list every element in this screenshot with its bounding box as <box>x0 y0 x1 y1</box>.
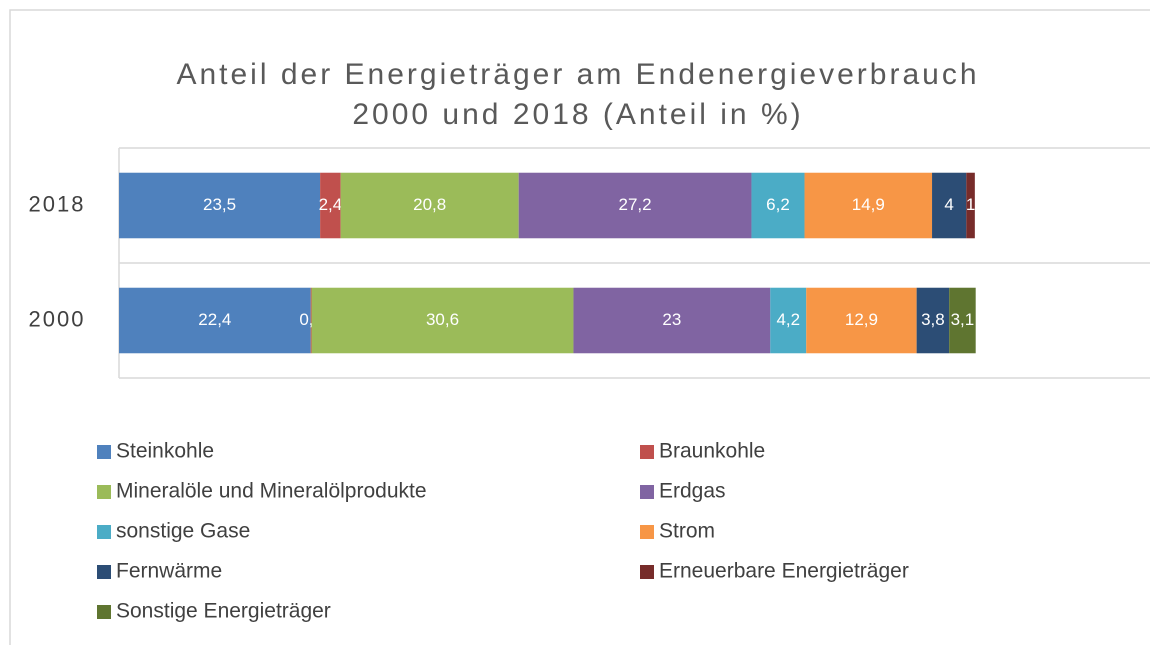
data-label: 1 <box>966 195 975 214</box>
bar-segment <box>573 287 771 354</box>
data-label: 22,4 <box>198 310 231 329</box>
data-label: 20,8 <box>413 195 446 214</box>
bar-segment <box>949 287 976 354</box>
legend-label: Erdgas <box>659 480 726 503</box>
data-label: 6,2 <box>766 195 790 214</box>
legend-swatch <box>97 525 111 539</box>
bar-segment <box>770 287 807 354</box>
legend-swatch <box>640 445 654 459</box>
legend-label: sonstige Gase <box>116 520 250 543</box>
data-label: 30,6 <box>426 310 459 329</box>
y-tick-label: 2000 <box>29 306 86 331</box>
bar-segment <box>119 172 321 239</box>
data-label: 2,4 <box>319 195 343 214</box>
data-label: 12,9 <box>845 310 878 329</box>
bar-segment <box>340 172 519 239</box>
chart-frame <box>9 9 1150 645</box>
data-label: 4,2 <box>776 310 800 329</box>
bar-segment <box>806 287 917 354</box>
bar-segment <box>311 287 574 354</box>
legend-swatch <box>97 445 111 459</box>
bar-segment <box>932 172 967 239</box>
legend-label: Strom <box>659 520 715 543</box>
chart-title: Anteil der Energieträger am Endenergieve… <box>176 58 979 91</box>
data-label: 3,8 <box>921 310 945 329</box>
data-label: 23,5 <box>203 195 236 214</box>
legend-swatch <box>640 525 654 539</box>
chart-title: 2000 und 2018 (Anteil in %) <box>352 98 803 131</box>
bar-segment <box>119 287 311 354</box>
legend-swatch <box>640 485 654 499</box>
legend-swatch <box>97 605 111 619</box>
bar-segment <box>804 172 933 239</box>
legend-swatch <box>640 565 654 579</box>
bar-segment <box>518 172 752 239</box>
y-tick-label: 2018 <box>29 191 86 216</box>
legend-label: Erneuerbare Energieträger <box>659 560 909 583</box>
data-label: 14,9 <box>852 195 885 214</box>
legend-swatch <box>97 485 111 499</box>
legend-label: Mineralöle und Mineralölprodukte <box>116 480 427 503</box>
bar-segment <box>916 287 950 354</box>
data-label: 4 <box>944 195 953 214</box>
legend-swatch <box>97 565 111 579</box>
data-label: 27,2 <box>619 195 652 214</box>
legend-label: Sonstige Energieträger <box>116 600 331 623</box>
legend-label: Fernwärme <box>116 560 222 583</box>
bar-segment <box>320 172 341 239</box>
bar-segment <box>966 172 975 239</box>
legend-label: Braunkohle <box>659 440 765 463</box>
legend-label: Steinkohle <box>116 440 214 463</box>
data-label: 3,1 <box>951 310 975 329</box>
bar-segment <box>310 287 312 354</box>
bar-segment <box>751 172 805 239</box>
data-label: 23 <box>662 310 681 329</box>
